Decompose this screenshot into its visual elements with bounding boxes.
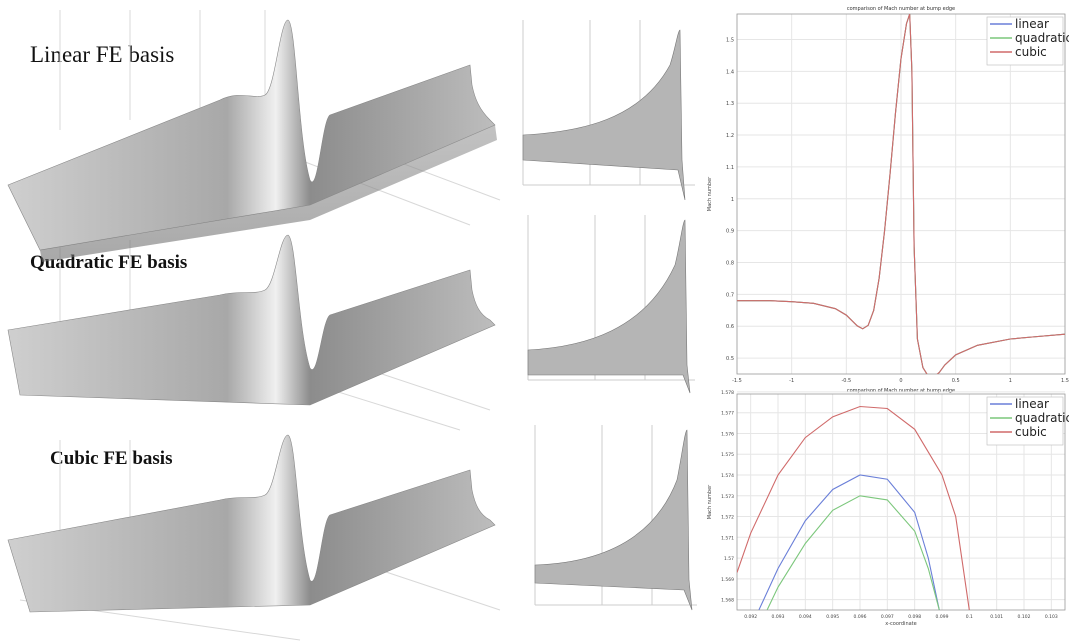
quadratic-surface [8,235,495,405]
x-tick-label: 1 [1009,378,1012,384]
x-tick-label: -1 [789,378,794,384]
x-tick-label: 0.096 [854,614,867,620]
x-axis-label: x-coordinate [885,621,916,627]
y-tick-label: 1.577 [721,411,734,417]
y-tick-label: 1.5 [726,37,734,43]
legend-label-cubic: cubic [1015,45,1047,59]
y-tick-label: 0.8 [726,260,734,266]
linear-surface [8,20,497,262]
x-tick-label: 0.098 [908,614,921,620]
x-tick-label: 1.5 [1061,378,1069,384]
x-tick-label: 0.099 [936,614,949,620]
x-tick-label: 0.095 [826,614,839,620]
surface-renders [0,0,520,642]
y-tick-label: 1.575 [721,452,734,458]
y-tick-label: 0.7 [726,292,734,298]
legend-label-quadratic: quadratic [1015,31,1069,45]
x-tick-label: 0.092 [744,614,757,620]
legend-label-linear: linear [1015,17,1049,31]
y-tick-label: 1.2 [726,133,734,139]
chart-title: comparison of Mach number at bump edge [847,388,955,394]
y-tick-label: 1.572 [721,515,734,521]
y-tick-label: 1.571 [721,535,734,541]
series-line-cubic [737,407,969,611]
chart-title: comparison of Mach number at bump edge [847,6,955,12]
y-tick-label: 1.578 [721,390,734,396]
y-tick-label: 1.573 [721,494,734,500]
cubic-surface [8,435,495,612]
mach-number-chart-full: comparison of Mach number at bump edge -1… [703,0,1069,390]
mach-number-chart-zoomed: comparison of Mach number at bump edge 0.… [703,388,1069,638]
x-tick-label: 0 [899,378,902,384]
legend-label-quadratic: quadratic [1015,411,1069,425]
x-tick-label: 0.1 [966,614,973,620]
legend-label-linear: linear [1015,397,1049,411]
x-tick-label: 0.097 [881,614,894,620]
x-tick-label: -1.5 [732,378,742,384]
y-axis-label: Mach number [707,176,713,211]
linear-zoom-view [520,20,700,200]
series-line-linear [759,475,939,610]
legend-label-cubic: cubic [1015,425,1047,439]
y-tick-label: 1.1 [726,165,734,171]
quadratic-zoom-view [525,215,700,395]
y-tick-label: 1.4 [726,69,734,75]
y-tick-label: 1 [731,197,734,203]
x-tick-label: -0.5 [841,378,851,384]
y-tick-label: 0.6 [726,324,734,330]
y-tick-label: 1.57 [724,556,734,562]
x-tick-label: 0.102 [1018,614,1031,620]
x-tick-label: 0.094 [799,614,812,620]
x-tick-label: 0.101 [990,614,1003,620]
y-tick-label: 1.574 [721,473,734,479]
cubic-zoom-view [532,425,702,615]
y-tick-label: 1.3 [726,101,734,107]
y-tick-label: 1.568 [721,598,734,604]
y-tick-label: 1.576 [721,431,734,437]
y-tick-label: 1.569 [721,577,734,583]
x-tick-label: 0.103 [1045,614,1058,620]
y-tick-label: 0.9 [726,229,734,235]
y-tick-label: 0.5 [726,356,734,362]
y-axis-label: Mach number [707,484,713,519]
x-tick-label: 0.5 [952,378,960,384]
x-tick-label: 0.093 [772,614,785,620]
series-line-quadratic [767,496,939,610]
